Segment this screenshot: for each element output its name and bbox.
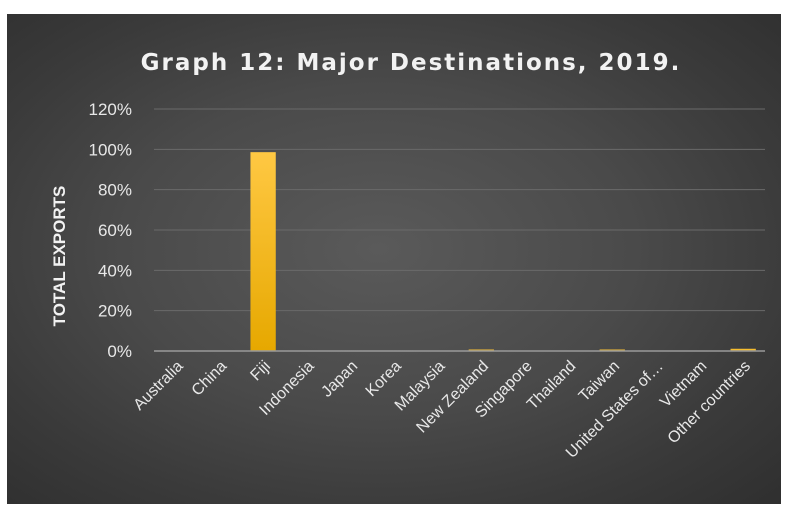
bar-chart: Graph 12: Major Destinations, 2019. 0% 20… <box>50 50 765 462</box>
x-tick-label: Fiji <box>247 358 273 384</box>
x-tick-label: Thailand <box>524 358 579 413</box>
y-axis-ticks: 0% 20% 40% 60% 80% 100% 120% <box>89 100 132 361</box>
y-tick-label: 120% <box>89 100 132 119</box>
y-tick-label: 0% <box>107 342 132 361</box>
y-tick-label: 20% <box>98 302 132 321</box>
y-axis-label: TOTAL EXPORTS <box>50 186 69 327</box>
x-tick-label: Japan <box>318 358 361 401</box>
y-tick-label: 40% <box>98 261 132 280</box>
gridlines <box>154 108 765 312</box>
bars <box>250 152 756 351</box>
chart-area: Graph 12: Major Destinations, 2019. 0% 20… <box>7 14 781 504</box>
chart-title: Graph 12: Major Destinations, 2019. <box>141 50 682 76</box>
x-tick-label: Korea <box>363 358 405 400</box>
x-tick-label: Australia <box>131 358 187 414</box>
y-tick-label: 80% <box>98 181 132 200</box>
y-tick-label: 100% <box>89 140 132 159</box>
bar-other-countries <box>730 348 756 351</box>
y-tick-label: 60% <box>98 221 132 240</box>
x-tick-label: Other countries <box>665 358 754 447</box>
x-tick-label: China <box>189 358 231 400</box>
bar-fiji <box>250 152 276 351</box>
